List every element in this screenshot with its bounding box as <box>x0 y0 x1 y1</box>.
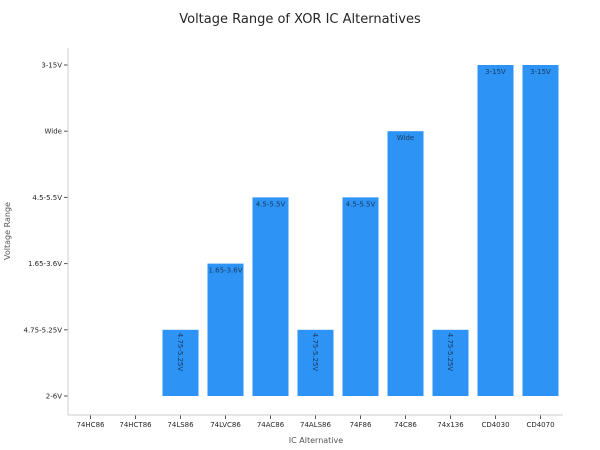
y-tick-label: 4.5-5.5V <box>32 194 62 202</box>
x-axis-label: IC Alternative <box>289 436 343 445</box>
y-axis-label: Voltage Range <box>3 202 12 260</box>
y-tick-label: Wide <box>45 128 62 136</box>
bar-value-label: Wide <box>397 134 414 142</box>
x-tick-label: 74HCT86 <box>119 421 152 429</box>
bar-value-label: 4.75-5.25V <box>176 333 184 372</box>
y-tick-label: 1.65-3.6V <box>28 260 62 268</box>
x-tick-label: CD4030 <box>481 421 509 429</box>
x-tick-label: 74AC86 <box>257 421 285 429</box>
x-tick-label: 74ALS86 <box>300 421 331 429</box>
bar <box>342 197 379 396</box>
x-tick-label: 74HC86 <box>77 421 106 429</box>
x-tick-label: CD4070 <box>526 421 554 429</box>
x-tick-label: 74LS86 <box>167 421 194 429</box>
bar <box>522 65 559 396</box>
bar <box>207 263 244 396</box>
x-tick-label: 74F86 <box>350 421 372 429</box>
y-tick-label: 4.75-5.25V <box>24 326 63 334</box>
bar <box>162 329 199 396</box>
bar <box>297 329 334 396</box>
y-tick-label: 2-6V <box>46 393 62 401</box>
bar-value-label: 3-15V <box>485 68 506 76</box>
x-tick-label: 74LVC86 <box>210 421 241 429</box>
bar-value-label: 3-15V <box>530 68 551 76</box>
bar <box>387 131 424 396</box>
y-tick-label: 3-15V <box>41 62 62 70</box>
x-tick-label: 74C86 <box>394 421 417 429</box>
chart-title: Voltage Range of XOR IC Alternatives <box>179 12 421 27</box>
bar <box>432 329 469 396</box>
bar-value-label: 4.5-5.5V <box>346 200 376 208</box>
x-tick-label: 74x136 <box>437 421 464 429</box>
bar <box>477 65 514 396</box>
bar-value-label: 4.5-5.5V <box>256 200 286 208</box>
y-axis-ticks: 2-6V 4.75-5.25V 1.65-3.6V 4.5-5.5V Wide 3-15V <box>24 62 68 401</box>
bar-value-label: 4.75-5.25V <box>446 333 454 372</box>
x-axis-ticks: 74HC86 74HCT86 74LS86 74LVC86 74AC86 74ALS86 7… <box>77 415 555 429</box>
bar-value-label: 4.75-5.25V <box>311 333 319 372</box>
bar-value-label: 1.65-3.6V <box>208 267 242 275</box>
bars: 4.75-5.25V 1.65-3.6V 4.5-5.5V 4.75-5.25V 4.5… <box>162 65 559 396</box>
bar <box>252 197 289 396</box>
